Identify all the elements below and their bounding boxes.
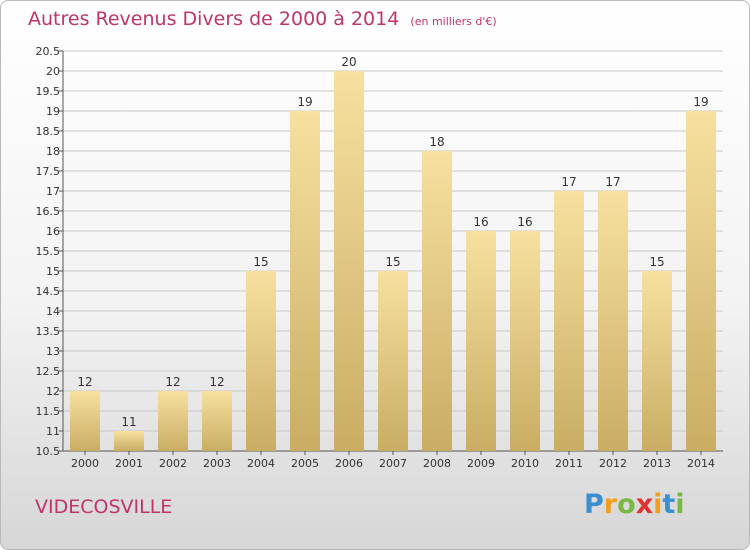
title-unit: (en milliers d'€) [410, 15, 497, 28]
chart-title: Autres Revenus Divers de 2000 à 2014 (en… [28, 8, 497, 30]
bar [334, 71, 364, 451]
logo-letter: t [662, 489, 676, 520]
bar [158, 391, 188, 451]
data-label: 12 [77, 375, 92, 389]
logo-letter: o [617, 489, 636, 520]
y-tick-label: 16 [46, 225, 60, 238]
bar [686, 111, 716, 451]
x-tick-label: 2003 [203, 457, 231, 470]
bar [642, 271, 672, 451]
y-tick-label: 12.5 [36, 365, 61, 378]
y-tick-label: 15 [46, 265, 60, 278]
bar [290, 111, 320, 451]
data-label: 15 [385, 255, 400, 269]
logo-letter: i [675, 489, 685, 520]
y-tick-label: 10.5 [36, 445, 61, 458]
bar [70, 391, 100, 451]
bar [510, 231, 540, 451]
commune-name: VIDECOSVILLE [35, 496, 173, 518]
x-tick-label: 2000 [71, 457, 99, 470]
data-label: 16 [517, 215, 532, 229]
bar [598, 191, 628, 451]
bar [378, 271, 408, 451]
y-tick-label: 18 [46, 145, 60, 158]
y-tick-label: 19 [46, 105, 60, 118]
y-tick-label: 12 [46, 385, 60, 398]
x-tick-label: 2007 [379, 457, 407, 470]
y-tick-label: 17.5 [36, 165, 61, 178]
bar [114, 431, 144, 451]
data-label: 12 [165, 375, 180, 389]
y-tick-label: 13 [46, 345, 60, 358]
data-label: 18 [429, 135, 444, 149]
x-tick-label: 2005 [291, 457, 319, 470]
logo-letter: P [584, 489, 604, 520]
logo-letter: x [635, 489, 654, 520]
bar [202, 391, 232, 451]
y-tick-label: 13.5 [36, 325, 61, 338]
data-label: 12 [209, 375, 224, 389]
data-label: 19 [297, 95, 312, 109]
x-tick-label: 2006 [335, 457, 363, 470]
data-label: 15 [649, 255, 664, 269]
y-tick-label: 14 [46, 305, 60, 318]
y-tick-label: 14.5 [36, 285, 61, 298]
data-label: 20 [341, 55, 356, 69]
bar [246, 271, 276, 451]
y-tick-label: 16.5 [36, 205, 61, 218]
y-tick-label: 19.5 [36, 85, 61, 98]
proxiti-logo: Proxiti [584, 489, 685, 520]
x-tick-label: 2004 [247, 457, 275, 470]
x-tick-label: 2009 [467, 457, 495, 470]
x-tick-label: 2001 [115, 457, 143, 470]
y-tick-label: 17 [46, 185, 60, 198]
x-tick-label: 2013 [643, 457, 671, 470]
y-tick-label: 18.5 [36, 125, 61, 138]
y-tick-label: 20 [46, 65, 60, 78]
y-tick-label: 11 [46, 425, 60, 438]
data-label: 17 [561, 175, 576, 189]
data-label: 17 [605, 175, 620, 189]
bar [554, 191, 584, 451]
data-label: 16 [473, 215, 488, 229]
bar [466, 231, 496, 451]
data-label: 19 [693, 95, 708, 109]
x-tick-label: 2012 [599, 457, 627, 470]
x-tick-label: 2008 [423, 457, 451, 470]
data-label: 15 [253, 255, 268, 269]
y-tick-label: 20.5 [36, 45, 61, 58]
title-text: Autres Revenus Divers de 2000 à 2014 [28, 8, 400, 30]
data-label: 11 [121, 415, 136, 429]
x-tick-label: 2002 [159, 457, 187, 470]
y-tick-label: 15.5 [36, 245, 61, 258]
x-tick-label: 2014 [687, 457, 715, 470]
x-tick-label: 2010 [511, 457, 539, 470]
logo-letter: r [603, 489, 618, 520]
logo-letter: i [653, 489, 663, 520]
bar [422, 151, 452, 451]
y-tick-label: 11.5 [36, 405, 61, 418]
x-tick-label: 2011 [555, 457, 583, 470]
